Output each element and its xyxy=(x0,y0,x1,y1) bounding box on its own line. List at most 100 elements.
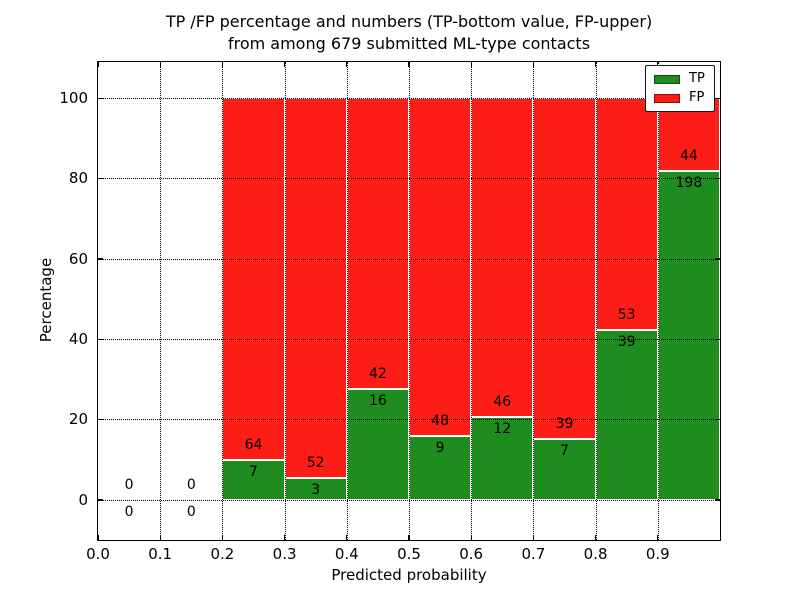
x-tick-mark xyxy=(408,535,410,540)
fp-count-label: 44 xyxy=(679,148,698,165)
fp-count-label: 52 xyxy=(306,454,325,471)
x-tick-label: 0.2 xyxy=(210,545,235,563)
y-tick-mark xyxy=(98,418,103,421)
x-tick-mark xyxy=(221,535,224,540)
y-tick-mark xyxy=(98,258,103,260)
x-tick-label: 0.3 xyxy=(272,545,297,563)
fp-count-label: 0 xyxy=(186,476,196,493)
x-tick-mark xyxy=(159,62,161,67)
tp-count-label: 7 xyxy=(560,442,569,459)
bar-segment-tp xyxy=(595,329,658,500)
tp-count-label: 0 xyxy=(186,503,196,520)
y-tick-mark xyxy=(98,177,103,180)
legend-item-fp: FP xyxy=(654,90,714,106)
bar-segment-fp xyxy=(409,98,472,437)
bar-segment-tp xyxy=(471,416,534,500)
bar-segment-fp xyxy=(471,98,534,417)
tp-count-label: 0 xyxy=(124,503,134,520)
x-gridline xyxy=(284,62,286,540)
x-tick-mark xyxy=(595,535,597,540)
bar-segment-fp xyxy=(533,98,596,439)
chart-title-line2: from among 679 submitted ML-type contact… xyxy=(227,34,591,53)
y-tick-mark xyxy=(715,97,720,99)
y-tick-mark xyxy=(715,499,720,501)
fp-count-label: 39 xyxy=(555,415,574,432)
fp-swatch-icon xyxy=(654,93,680,103)
x-gridline xyxy=(222,62,224,540)
x-tick-mark xyxy=(657,535,659,540)
x-gridline xyxy=(657,62,659,540)
x-gridline xyxy=(409,62,410,540)
x-tick-mark xyxy=(346,535,348,540)
x-tick-label: 0.5 xyxy=(397,545,421,563)
x-tick-mark xyxy=(221,62,224,67)
tp-swatch-icon xyxy=(654,74,680,84)
x-tick-label: 0.7 xyxy=(521,545,546,563)
x-tick-mark xyxy=(532,62,535,67)
legend-item-tp: TP xyxy=(654,71,714,87)
fp-count-label: 46 xyxy=(493,393,512,410)
x-tick-mark xyxy=(284,62,286,67)
x-tick-mark xyxy=(284,535,286,540)
x-tick-mark xyxy=(470,62,472,67)
x-tick-mark xyxy=(595,62,597,67)
bar-segment-tp xyxy=(657,171,720,500)
y-tick-label: 80 xyxy=(68,169,88,188)
y-tick-mark xyxy=(715,177,720,180)
y-axis-label: Percentage xyxy=(37,257,55,343)
x-tick-label: 0.1 xyxy=(148,545,173,563)
bar-segment-fp xyxy=(595,98,658,330)
tp-count-label: 12 xyxy=(493,420,512,437)
x-tick-mark xyxy=(346,62,348,67)
x-gridline xyxy=(533,62,535,540)
y-tick-label: 0 xyxy=(78,490,88,509)
bar-segment-fp xyxy=(284,98,347,478)
bar-segment-tp xyxy=(409,436,472,500)
x-tick-mark xyxy=(657,62,659,67)
tp-count-label: 7 xyxy=(249,464,258,481)
y-tick-mark xyxy=(715,418,720,421)
x-axis-label: Predicted probability xyxy=(331,566,487,584)
y-tick-mark xyxy=(715,338,720,340)
fp-count-label: 42 xyxy=(368,366,387,382)
tp-count-label: 39 xyxy=(617,333,636,350)
x-tick-label: 0.6 xyxy=(459,545,484,563)
legend-label: TP xyxy=(689,71,705,86)
x-tick-mark xyxy=(470,535,472,540)
x-gridline xyxy=(595,62,597,540)
legend-label: FP xyxy=(689,90,705,105)
y-tick-mark xyxy=(98,499,103,501)
x-tick-mark xyxy=(408,62,410,67)
y-tick-mark xyxy=(715,258,720,260)
y-tick-label: 60 xyxy=(68,249,88,268)
y-tick-label: 20 xyxy=(68,410,88,429)
x-tick-label: 0.9 xyxy=(645,545,670,563)
x-gridline xyxy=(471,62,473,540)
fp-count-label: 53 xyxy=(617,306,636,323)
x-tick-label: 0.8 xyxy=(583,545,608,563)
x-gridline xyxy=(346,62,348,540)
x-tick-mark xyxy=(159,535,161,540)
x-tick-mark xyxy=(532,535,535,540)
y-tick-label: 100 xyxy=(59,89,88,108)
bar-segment-fp xyxy=(222,98,285,461)
bar-segment-tp xyxy=(346,389,409,500)
bar-segment-tp xyxy=(533,438,596,500)
x-tick-label: 0.4 xyxy=(334,545,359,563)
tp-count-label: 3 xyxy=(311,481,321,498)
chart-title-line1: TP /FP percentage and numbers (TP-bottom… xyxy=(165,12,653,31)
fp-count-label: 64 xyxy=(244,437,263,454)
bar-segment-fp xyxy=(346,98,409,389)
x-tick-label: 0.0 xyxy=(86,545,110,563)
fp-count-label: 0 xyxy=(124,476,134,493)
y-tick-mark xyxy=(98,338,103,340)
x-tick-mark xyxy=(97,62,99,67)
y-tick-mark xyxy=(98,97,103,99)
tp-count-label: 16 xyxy=(368,393,387,409)
fp-count-label: 48 xyxy=(431,413,449,430)
y-tick-label: 40 xyxy=(68,330,88,349)
legend: TP FP xyxy=(645,65,715,112)
tp-count-label: 198 xyxy=(675,175,703,192)
x-gridline xyxy=(160,62,162,540)
